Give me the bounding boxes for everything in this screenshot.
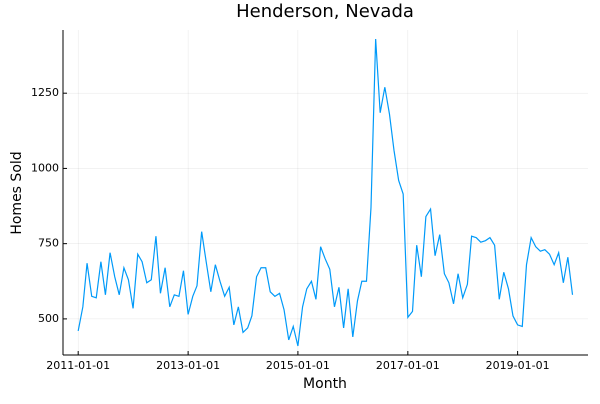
x-tick-label: 2011-01-01 <box>46 359 110 372</box>
x-tick-label: 2015-01-01 <box>266 359 330 372</box>
chart-title: Henderson, Nevada <box>236 1 414 22</box>
y-axis-label: Homes Sold <box>9 151 25 234</box>
series-line <box>77 38 574 347</box>
y-tick-label: 1250 <box>31 86 59 99</box>
x-tick-label: 2013-01-01 <box>156 359 220 372</box>
x-tick-label: 2017-01-01 <box>376 359 440 372</box>
x-axis-label: Month <box>303 376 347 392</box>
x-tick-label: 2019-01-01 <box>486 359 550 372</box>
y-tick-label: 1000 <box>31 161 59 174</box>
y-tick-label: 750 <box>38 237 59 250</box>
y-tick-label: 500 <box>38 312 59 325</box>
